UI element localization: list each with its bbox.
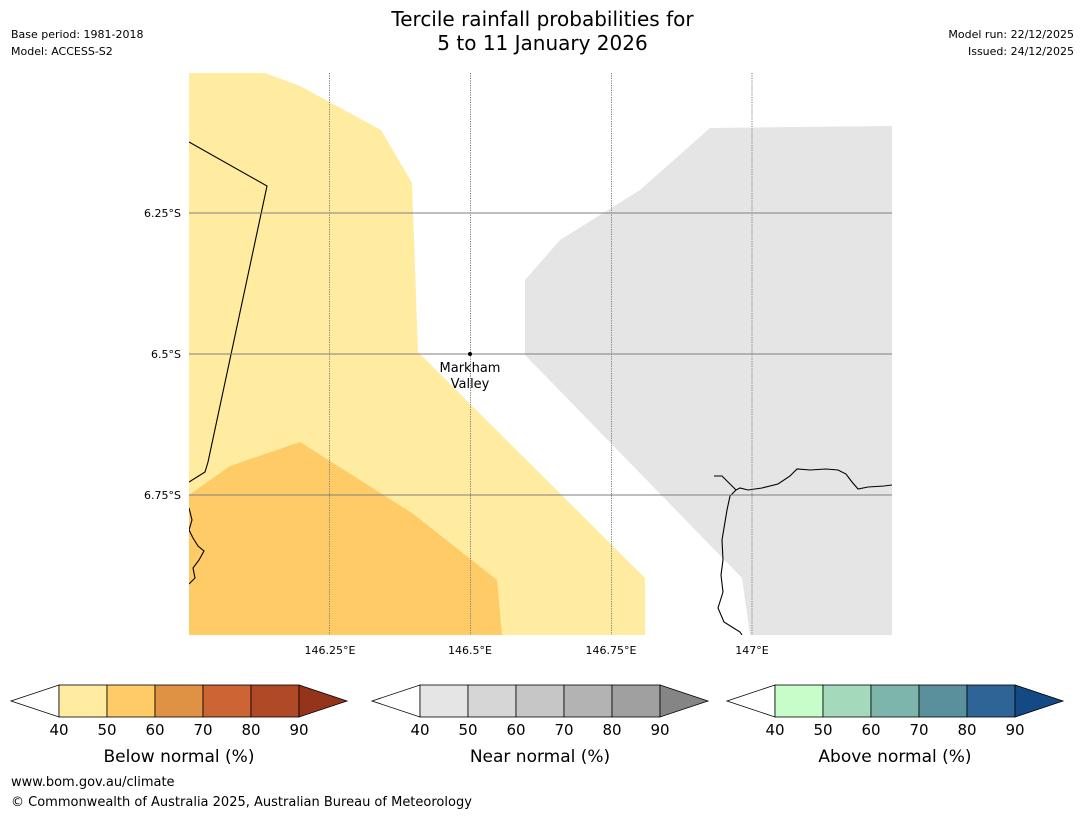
colorbar-below-segment <box>202 684 252 718</box>
colorbar-above-segment <box>822 684 872 718</box>
colorbar-below-label: Below normal (%) <box>104 747 255 767</box>
colorbar-near-segment <box>419 684 469 718</box>
near-normal-40-50-region <box>525 126 892 635</box>
lon-label-146.25: 146.25°E <box>305 644 356 657</box>
colorbar-above-segment <box>774 684 824 718</box>
colorbar-above-tick-label: 50 <box>813 721 832 739</box>
colorbar-above-normal: 40 50 60 70 80 90 Above normal (%) <box>725 684 1065 767</box>
province-boundary-line <box>189 141 268 483</box>
colorbar-near-segment <box>611 684 661 718</box>
colorbar-above-tick-label: 80 <box>957 721 976 739</box>
colorbar-near-segment <box>467 684 517 718</box>
colorbar-above-tick-label: 90 <box>1005 721 1024 739</box>
colorbar-above-tick-label: 60 <box>861 721 880 739</box>
coastline-southwest <box>189 507 205 585</box>
model-name: Model: ACCESS-S2 <box>11 45 113 58</box>
footer-copyright: © Commonwealth of Australia 2025, Austra… <box>11 795 472 810</box>
colorbar-above-tick-label: 40 <box>765 721 784 739</box>
colorbar-below-tick-label: 60 <box>145 721 164 739</box>
colorbar-above-segment <box>966 684 1016 718</box>
colorbar-near-tick-label: 50 <box>458 721 477 739</box>
colorbar-below-tick-label: 80 <box>241 721 260 739</box>
map-title-line2: 5 to 11 January 2026 <box>437 31 648 55</box>
map-title-line1: Tercile rainfall probabilities for <box>391 7 694 31</box>
place-label-line1: Markham <box>440 361 501 376</box>
colorbar-near-segment <box>563 684 613 718</box>
colorbar-above-under-triangle <box>725 684 776 718</box>
footer-url: www.bom.gov.au/climate <box>11 775 175 790</box>
markham-valley-marker <box>468 352 472 356</box>
model-run: Model run: 22/12/2025 <box>948 28 1074 41</box>
colorbar-below-tick-label: 40 <box>49 721 68 739</box>
colorbar-near-over-triangle <box>659 684 710 718</box>
issued-date: Issued: 24/12/2025 <box>967 45 1074 58</box>
gridlines <box>189 73 892 635</box>
lat-label-6.25: 6.25°S <box>144 207 181 220</box>
colorbar-below-tick-label: 50 <box>97 721 116 739</box>
lon-label-146.5: 146.5°E <box>448 644 492 657</box>
colorbar-near-tick-label: 90 <box>650 721 669 739</box>
colorbar-below-under-triangle <box>9 684 60 718</box>
colorbar-below-segment <box>58 684 108 718</box>
colorbar-below-over-triangle <box>298 684 349 718</box>
colorbar-near-tick-label: 40 <box>410 721 429 739</box>
colorbar-below-normal: 40 50 60 70 80 90 Below normal (%) <box>9 684 349 767</box>
colorbar-above-segment <box>870 684 920 718</box>
colorbar-near-segment <box>515 684 565 718</box>
colorbar-above-label: Above normal (%) <box>818 747 971 767</box>
base-period: Base period: 1981-2018 <box>11 28 144 41</box>
colorbar-above-segment <box>918 684 968 718</box>
colorbar-near-under-triangle <box>370 684 421 718</box>
lat-label-6.5: 6.5°S <box>151 348 181 361</box>
meta-right: Model run: 22/12/2025 Issued: 24/12/2025 <box>948 26 1074 60</box>
colorbar-below-segment <box>250 684 300 718</box>
place-label-line2: Valley <box>451 377 490 392</box>
meta-left: Base period: 1981-2018 Model: ACCESS-S2 <box>11 26 143 60</box>
colorbar-below-tick-label: 90 <box>289 721 308 739</box>
below-normal-50-60-region <box>189 442 502 635</box>
colorbar-near-label: Near normal (%) <box>470 747 610 767</box>
lon-label-147: 147°E <box>735 644 768 657</box>
lat-label-6.75: 6.75°S <box>144 489 181 502</box>
colorbar-above-over-triangle <box>1014 684 1065 718</box>
colorbar-below-segment <box>154 684 204 718</box>
colorbar-near-tick-label: 70 <box>554 721 573 739</box>
coastline-huon-gulf <box>714 468 892 635</box>
colorbar-near-normal: 40 50 60 70 80 90 Near normal (%) <box>370 684 710 767</box>
colorbar-near-tick-label: 60 <box>506 721 525 739</box>
map-area: Markham Valley <box>189 73 892 635</box>
colorbar-below-tick-label: 70 <box>193 721 212 739</box>
colorbar-below-segment <box>106 684 156 718</box>
lon-label-146.75: 146.75°E <box>586 644 637 657</box>
colorbar-above-tick-label: 70 <box>909 721 928 739</box>
axis-labels: 6.25°S 6.5°S 6.75°S 146.25°E 146.5°E 146… <box>144 207 769 657</box>
colorbar-near-tick-label: 80 <box>602 721 621 739</box>
